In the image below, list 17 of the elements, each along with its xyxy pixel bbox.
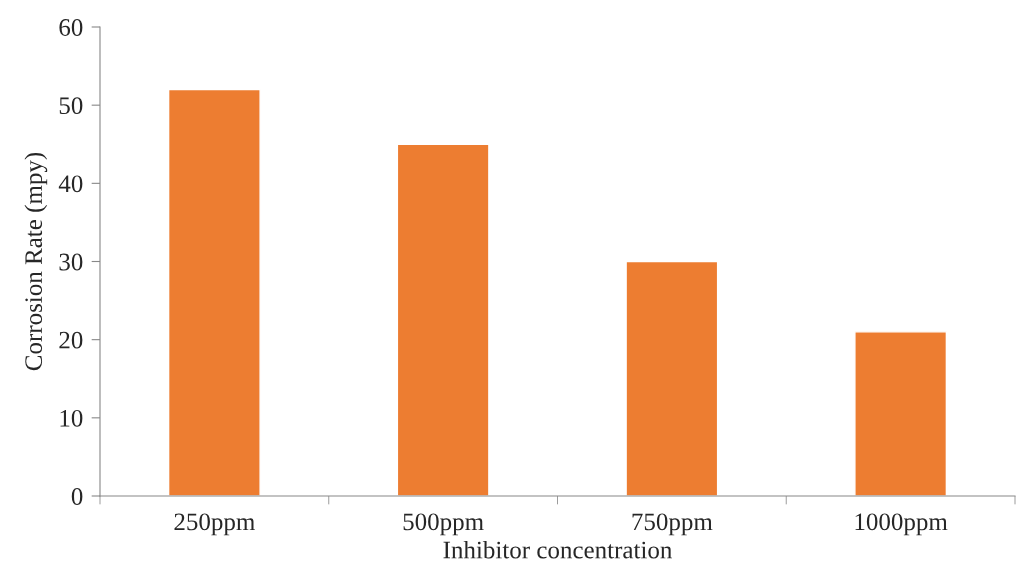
x-tick-label: 750ppm <box>632 513 713 536</box>
bar <box>167 88 261 496</box>
y-tick-label: 30 <box>59 253 83 271</box>
x-axis-title: Inhibitor concentration <box>443 540 673 559</box>
y-tick-label: 10 <box>60 409 83 427</box>
y-tick-label: 0 <box>71 488 83 505</box>
x-tick-label: 500ppm <box>403 513 484 536</box>
bar <box>854 331 948 496</box>
bar <box>396 143 490 496</box>
x-tick-label: 1000ppm <box>855 513 948 536</box>
y-axis-title: Corrosion Rate (mpy) <box>24 152 48 371</box>
y-tick-label: 50 <box>59 97 83 115</box>
x-tick-label: 250ppm <box>174 513 255 536</box>
bar <box>625 260 719 496</box>
y-tick-label: 40 <box>58 175 83 193</box>
y-tick-label: 20 <box>59 331 83 349</box>
y-tick-label: 60 <box>59 19 83 36</box>
